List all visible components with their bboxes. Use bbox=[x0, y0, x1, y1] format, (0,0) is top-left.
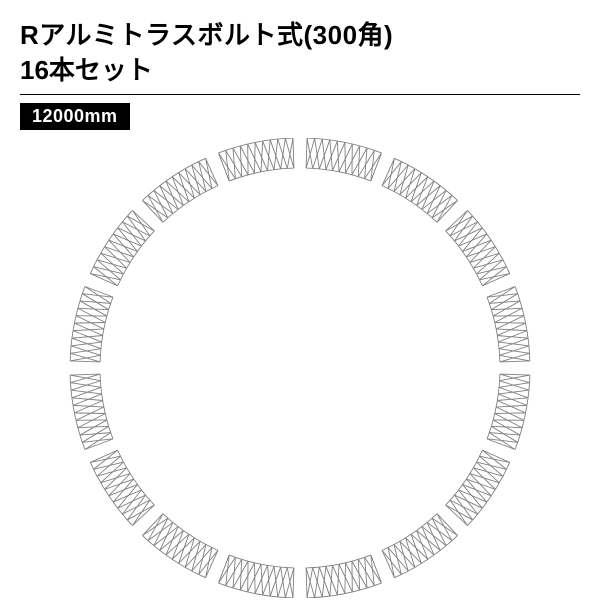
truss-segment bbox=[219, 138, 294, 181]
size-badge: 12000mm bbox=[20, 103, 130, 130]
title-line-2: 16本セット bbox=[20, 53, 580, 88]
truss-segment bbox=[382, 158, 457, 222]
truss-segment bbox=[219, 555, 294, 598]
truss-segment bbox=[90, 211, 154, 286]
truss-circle-diagram bbox=[0, 138, 600, 598]
truss-diagram-container bbox=[0, 138, 600, 598]
truss-segment bbox=[487, 287, 530, 362]
truss-segment bbox=[142, 158, 217, 222]
truss-segment bbox=[446, 450, 510, 525]
truss-segment bbox=[487, 374, 530, 449]
truss-segment bbox=[70, 287, 113, 362]
divider-line bbox=[20, 94, 580, 95]
truss-segment bbox=[382, 514, 457, 578]
truss-segment bbox=[142, 514, 217, 578]
truss-segment bbox=[70, 374, 113, 449]
title-line-1: Rアルミトラスボルト式(300角) bbox=[20, 18, 580, 53]
header: Rアルミトラスボルト式(300角) 16本セット 12000mm bbox=[0, 0, 600, 138]
truss-segment bbox=[306, 138, 381, 181]
truss-segment bbox=[446, 211, 510, 286]
truss-segment bbox=[306, 555, 381, 598]
truss-segment bbox=[90, 450, 154, 525]
